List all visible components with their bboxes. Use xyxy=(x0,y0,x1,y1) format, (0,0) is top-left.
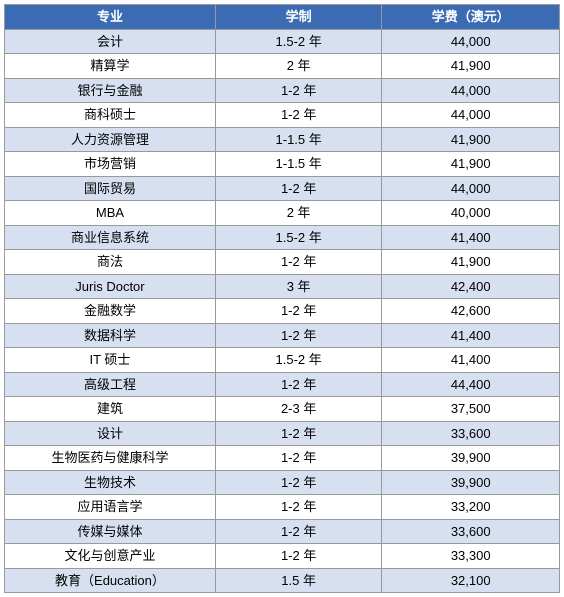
table-row: 设计1-2 年33,600 xyxy=(5,421,560,446)
table-row: 金融数学1-2 年42,600 xyxy=(5,299,560,324)
col-header-fee: 学费（澳元） xyxy=(382,5,560,30)
cell-fee: 33,300 xyxy=(382,544,560,569)
cell-duration: 1-2 年 xyxy=(215,323,382,348)
cell-major: 应用语言学 xyxy=(5,495,216,520)
cell-fee: 33,600 xyxy=(382,421,560,446)
cell-duration: 1-2 年 xyxy=(215,421,382,446)
table-row: 市场营销1-1.5 年41,900 xyxy=(5,152,560,177)
cell-major: Juris Doctor xyxy=(5,274,216,299)
table-row: 数据科学1-2 年41,400 xyxy=(5,323,560,348)
cell-fee: 42,600 xyxy=(382,299,560,324)
cell-major: 商业信息系统 xyxy=(5,225,216,250)
cell-fee: 42,400 xyxy=(382,274,560,299)
cell-duration: 2 年 xyxy=(215,201,382,226)
table-row: 商业信息系统1.5-2 年41,400 xyxy=(5,225,560,250)
table-row: 商科硕士1-2 年44,000 xyxy=(5,103,560,128)
cell-duration: 1-1.5 年 xyxy=(215,127,382,152)
cell-duration: 1.5-2 年 xyxy=(215,29,382,54)
table-row: 教育（Education）1.5 年32,100 xyxy=(5,568,560,593)
cell-major: 数据科学 xyxy=(5,323,216,348)
cell-major: 建筑 xyxy=(5,397,216,422)
cell-major: 金融数学 xyxy=(5,299,216,324)
cell-fee: 44,000 xyxy=(382,29,560,54)
table-row: 文化与创意产业1-2 年33,300 xyxy=(5,544,560,569)
table-row: 商法1-2 年41,900 xyxy=(5,250,560,275)
cell-duration: 1.5 年 xyxy=(215,568,382,593)
cell-duration: 3 年 xyxy=(215,274,382,299)
cell-fee: 44,400 xyxy=(382,372,560,397)
cell-fee: 37,500 xyxy=(382,397,560,422)
cell-duration: 1-2 年 xyxy=(215,250,382,275)
col-header-major: 专业 xyxy=(5,5,216,30)
cell-duration: 1-2 年 xyxy=(215,495,382,520)
table-header-row: 专业 学制 学费（澳元） xyxy=(5,5,560,30)
cell-fee: 41,400 xyxy=(382,225,560,250)
cell-major: 高级工程 xyxy=(5,372,216,397)
table-row: 人力资源管理1-1.5 年41,900 xyxy=(5,127,560,152)
table-row: MBA2 年40,000 xyxy=(5,201,560,226)
cell-major: 银行与金融 xyxy=(5,78,216,103)
cell-major: 文化与创意产业 xyxy=(5,544,216,569)
table-row: 高级工程1-2 年44,400 xyxy=(5,372,560,397)
table-row: 应用语言学1-2 年33,200 xyxy=(5,495,560,520)
col-header-duration: 学制 xyxy=(215,5,382,30)
cell-duration: 1-2 年 xyxy=(215,470,382,495)
cell-major: 生物技术 xyxy=(5,470,216,495)
table-row: 精算学2 年41,900 xyxy=(5,54,560,79)
cell-duration: 1-2 年 xyxy=(215,176,382,201)
cell-fee: 33,600 xyxy=(382,519,560,544)
cell-major: IT 硕士 xyxy=(5,348,216,373)
cell-major: 传媒与媒体 xyxy=(5,519,216,544)
table-row: 银行与金融1-2 年44,000 xyxy=(5,78,560,103)
cell-duration: 2 年 xyxy=(215,54,382,79)
cell-fee: 41,400 xyxy=(382,323,560,348)
cell-duration: 1.5-2 年 xyxy=(215,348,382,373)
table-row: 传媒与媒体1-2 年33,600 xyxy=(5,519,560,544)
cell-major: 生物医药与健康科学 xyxy=(5,446,216,471)
cell-major: 人力资源管理 xyxy=(5,127,216,152)
cell-duration: 1-2 年 xyxy=(215,299,382,324)
cell-fee: 41,900 xyxy=(382,54,560,79)
cell-fee: 41,400 xyxy=(382,348,560,373)
cell-major: 商科硕士 xyxy=(5,103,216,128)
cell-duration: 1-2 年 xyxy=(215,544,382,569)
cell-major: MBA xyxy=(5,201,216,226)
cell-duration: 1-2 年 xyxy=(215,519,382,544)
cell-fee: 44,000 xyxy=(382,103,560,128)
table-row: 国际贸易1-2 年44,000 xyxy=(5,176,560,201)
table-row: IT 硕士1.5-2 年41,400 xyxy=(5,348,560,373)
cell-duration: 1-2 年 xyxy=(215,78,382,103)
programs-table-wrapper: 专业 学制 学费（澳元） 会计1.5-2 年44,000精算学2 年41,900… xyxy=(4,4,560,593)
programs-table: 专业 学制 学费（澳元） 会计1.5-2 年44,000精算学2 年41,900… xyxy=(4,4,560,593)
cell-fee: 32,100 xyxy=(382,568,560,593)
cell-fee: 44,000 xyxy=(382,176,560,201)
table-row: 建筑2-3 年37,500 xyxy=(5,397,560,422)
cell-fee: 41,900 xyxy=(382,250,560,275)
cell-duration: 2-3 年 xyxy=(215,397,382,422)
cell-fee: 39,900 xyxy=(382,446,560,471)
cell-duration: 1-2 年 xyxy=(215,103,382,128)
cell-duration: 1-1.5 年 xyxy=(215,152,382,177)
cell-fee: 33,200 xyxy=(382,495,560,520)
table-row: 生物医药与健康科学1-2 年39,900 xyxy=(5,446,560,471)
cell-duration: 1.5-2 年 xyxy=(215,225,382,250)
cell-major: 精算学 xyxy=(5,54,216,79)
cell-fee: 44,000 xyxy=(382,78,560,103)
table-row: 会计1.5-2 年44,000 xyxy=(5,29,560,54)
cell-major: 设计 xyxy=(5,421,216,446)
cell-fee: 41,900 xyxy=(382,127,560,152)
cell-fee: 39,900 xyxy=(382,470,560,495)
cell-fee: 40,000 xyxy=(382,201,560,226)
cell-fee: 41,900 xyxy=(382,152,560,177)
table-body: 会计1.5-2 年44,000精算学2 年41,900银行与金融1-2 年44,… xyxy=(5,29,560,593)
cell-major: 教育（Education） xyxy=(5,568,216,593)
cell-duration: 1-2 年 xyxy=(215,446,382,471)
table-row: 生物技术1-2 年39,900 xyxy=(5,470,560,495)
cell-major: 市场营销 xyxy=(5,152,216,177)
cell-duration: 1-2 年 xyxy=(215,372,382,397)
cell-major: 会计 xyxy=(5,29,216,54)
table-row: Juris Doctor3 年42,400 xyxy=(5,274,560,299)
cell-major: 商法 xyxy=(5,250,216,275)
cell-major: 国际贸易 xyxy=(5,176,216,201)
